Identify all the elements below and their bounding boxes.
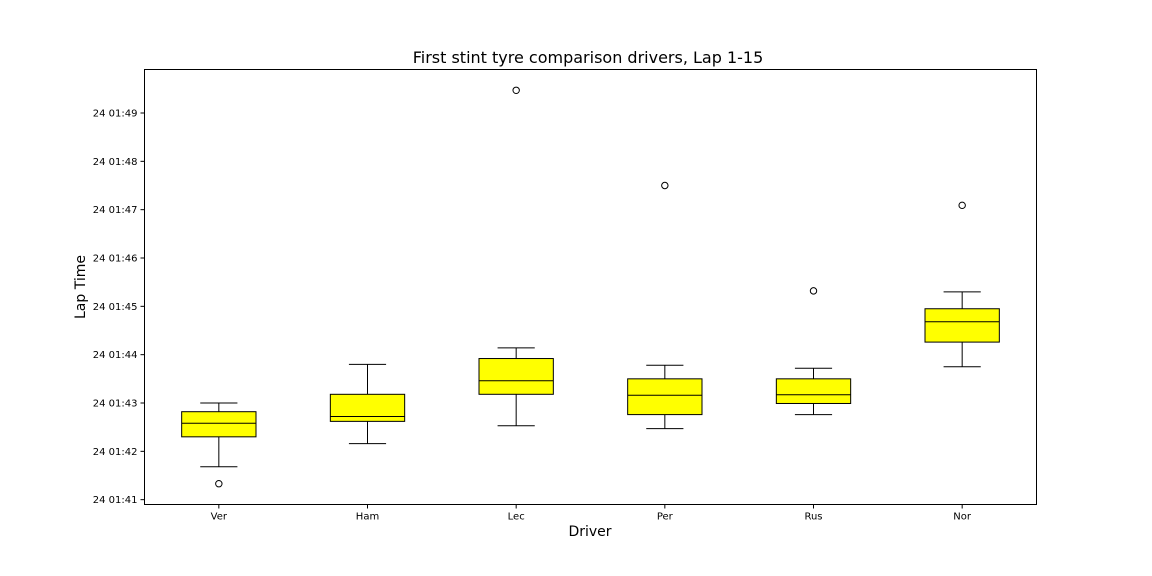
outlier-point: [958, 201, 966, 210]
x-tick-label: Lec: [508, 512, 525, 523]
y-tick-label: 24 01:49: [93, 109, 138, 120]
outlier-point: [215, 480, 223, 488]
y-tick-label: 24 01:42: [93, 447, 138, 458]
box-ver: [181, 411, 257, 438]
y-tick-label: 24 01:46: [93, 254, 138, 265]
box-lec: [478, 358, 554, 395]
x-tick-label: Ham: [356, 512, 379, 523]
plot-frame: [144, 69, 1037, 505]
box-nor: [924, 308, 1000, 343]
plot-area: 24 01:41 24 01:42 24 01:43 24 01:44 24 01:45…: [93, 86, 1000, 523]
y-tick-label: 24 01:47: [93, 205, 138, 216]
box-per: [627, 378, 703, 416]
x-tick-label: Ver: [211, 512, 228, 523]
box-ham: [329, 393, 406, 422]
y-tick-label: 24 01:41: [93, 495, 138, 506]
outlier-point: [661, 181, 669, 190]
y-tick-label: 24 01:48: [93, 157, 138, 168]
x-tick-label: Nor: [953, 512, 972, 523]
outlier-point: [512, 86, 520, 94]
x-tick-label: Rus: [804, 512, 822, 523]
outlier-point: [809, 287, 818, 295]
y-tick-label: 24 01:45: [93, 302, 138, 313]
y-axis-label: Lap Time: [73, 255, 89, 319]
y-tick-label: 24 01:43: [93, 399, 138, 410]
y-tick-label: 24 01:44: [93, 350, 138, 361]
x-tick-label: Per: [657, 512, 674, 523]
x-axis-label: Driver: [568, 524, 611, 540]
chart-title: First stint tyre comparison drivers, Lap…: [413, 48, 764, 67]
box-rus: [775, 378, 852, 404]
